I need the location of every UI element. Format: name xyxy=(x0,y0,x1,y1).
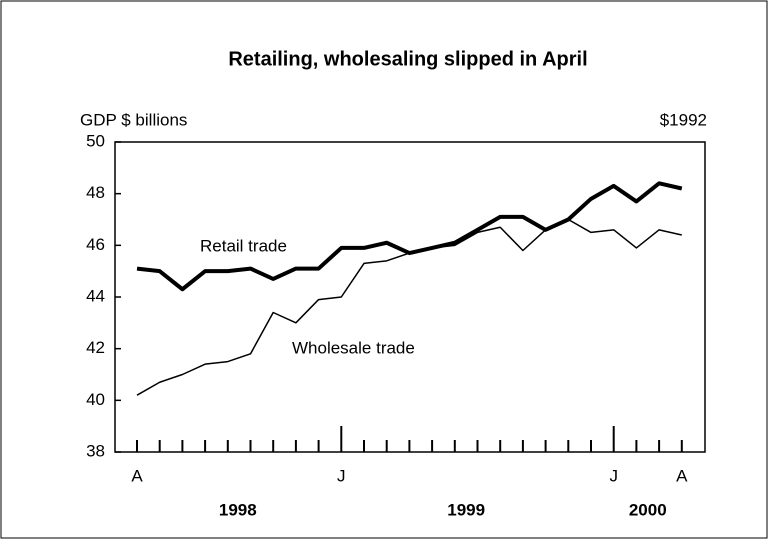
x-tick-label: J xyxy=(609,466,618,485)
y-tick-label: 38 xyxy=(86,441,105,460)
y-tick-label: 40 xyxy=(86,390,105,409)
year-label: 2000 xyxy=(629,500,667,519)
x-tick-label: A xyxy=(676,466,688,485)
y-tick-label: 48 xyxy=(86,183,105,202)
y-tick-label: 44 xyxy=(86,286,105,305)
y-tick-label: 50 xyxy=(86,131,105,150)
series-label: Retail trade xyxy=(200,236,287,255)
x-tick-label: A xyxy=(131,466,143,485)
year-label: 1999 xyxy=(447,500,485,519)
unit-note: $1992 xyxy=(660,110,707,129)
y-tick-label: 46 xyxy=(86,235,105,254)
y-axis-label: GDP $ billions xyxy=(80,110,187,129)
series-line xyxy=(136,218,682,396)
y-tick-label: 42 xyxy=(86,338,105,357)
x-tick-label: J xyxy=(337,466,346,485)
chart-title: Retailing, wholesaling slipped in April xyxy=(228,48,587,70)
year-label: 1998 xyxy=(219,500,257,519)
series-label: Wholesale trade xyxy=(292,338,415,357)
